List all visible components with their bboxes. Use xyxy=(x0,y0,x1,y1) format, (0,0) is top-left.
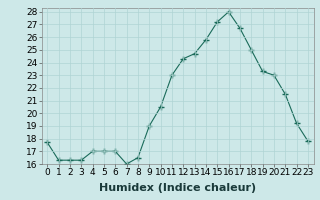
X-axis label: Humidex (Indice chaleur): Humidex (Indice chaleur) xyxy=(99,183,256,193)
